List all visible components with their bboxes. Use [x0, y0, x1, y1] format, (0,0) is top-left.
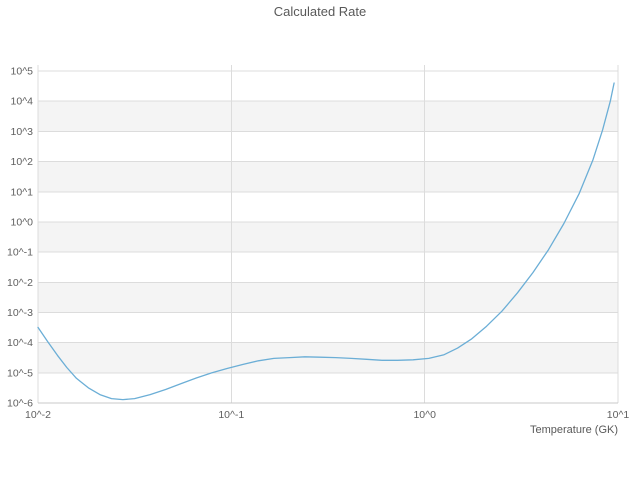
y-tick-label: 10^-6 — [7, 398, 33, 410]
chart-title: Calculated Rate — [273, 4, 367, 19]
x-tick-label: 10^-2 — [25, 409, 51, 421]
x-tick-label: 10^-1 — [218, 409, 244, 421]
grid-band — [38, 161, 618, 192]
grid-band — [38, 282, 618, 313]
y-tick-label: 10^-4 — [7, 337, 33, 349]
x-tick-label: 10^1 — [607, 409, 630, 421]
y-tick-label: 10^-2 — [7, 277, 33, 289]
grid-band — [38, 221, 618, 253]
y-tick-label: 10^-5 — [7, 367, 33, 379]
y-tick-label: 10^-1 — [7, 247, 33, 259]
y-tick-label: 10^4 — [11, 96, 34, 108]
y-tick-label: 10^2 — [11, 156, 34, 168]
y-tick-label: 10^3 — [11, 126, 34, 138]
y-tick-label: 10^-3 — [7, 307, 33, 319]
x-tick-label: 10^0 — [413, 409, 436, 421]
y-tick-label: 10^5 — [11, 66, 34, 78]
series-line — [37, 82, 615, 401]
grid-band — [38, 101, 618, 132]
x-axis-label: Temperature (GK) — [529, 424, 618, 436]
y-tick-label: 10^1 — [11, 186, 34, 198]
y-tick-label: 10^0 — [11, 216, 34, 228]
